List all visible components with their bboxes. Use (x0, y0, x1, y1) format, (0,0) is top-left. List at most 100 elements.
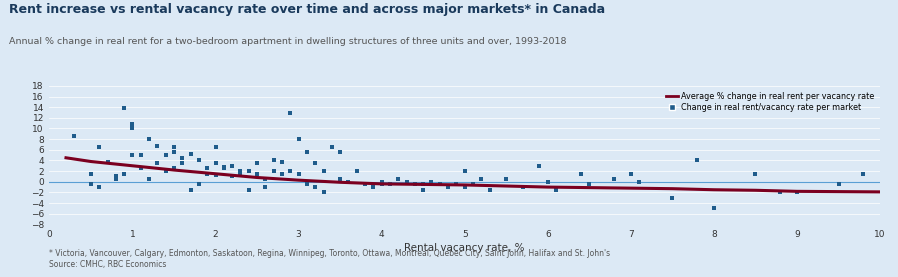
Point (374, 179, 389, 184)
Point (408, 182, 422, 187)
Point (101, 159, 115, 164)
Point (533, 163, 547, 168)
Point (109, 177, 123, 181)
Point (416, 188, 430, 192)
Point (748, 171, 762, 176)
Point (192, 182, 207, 187)
Point (457, 185, 472, 189)
Text: Rent increase vs rental vacancy rate over time and across major markets* in Cana: Rent increase vs rental vacancy rate ove… (9, 3, 605, 16)
Point (457, 169, 472, 173)
X-axis label: Rental vacancy rate, %: Rental vacancy rate, % (404, 243, 525, 253)
Point (167, 150, 181, 155)
Point (67, 134, 82, 139)
Point (259, 185, 273, 189)
Point (308, 185, 322, 189)
Point (449, 182, 463, 187)
Point (341, 179, 356, 184)
Point (308, 161, 322, 165)
Point (316, 190, 330, 195)
Point (283, 110, 297, 115)
Point (333, 177, 348, 181)
Point (192, 158, 207, 163)
Point (433, 182, 447, 187)
Point (200, 171, 215, 176)
Point (425, 179, 439, 184)
Point (267, 158, 281, 163)
Point (541, 179, 555, 184)
Point (267, 169, 281, 173)
Point (291, 137, 305, 141)
Point (349, 169, 364, 173)
Point (150, 161, 164, 165)
Point (392, 177, 406, 181)
Point (316, 169, 330, 173)
Point (126, 122, 140, 126)
Text: Annual % change in real rent for a two-bedroom apartment in dwelling structures : Annual % change in real rent for a two-b… (9, 37, 567, 46)
Point (158, 153, 172, 157)
Point (142, 137, 156, 141)
Point (474, 177, 489, 181)
Point (275, 171, 289, 176)
Point (183, 188, 198, 192)
Point (216, 166, 231, 171)
Point (857, 171, 871, 176)
Point (582, 182, 596, 187)
Point (366, 185, 381, 189)
Point (400, 179, 414, 184)
Point (92, 145, 107, 149)
Point (374, 182, 389, 187)
Point (250, 171, 264, 176)
Point (183, 152, 198, 156)
Point (275, 159, 289, 164)
Point (259, 177, 273, 181)
Point (574, 171, 588, 176)
Point (208, 173, 223, 178)
Point (167, 145, 181, 149)
Point (300, 182, 314, 187)
Point (224, 163, 239, 168)
Point (291, 171, 305, 176)
Point (242, 169, 256, 173)
Point (482, 188, 497, 192)
Point (200, 166, 215, 171)
Point (441, 185, 455, 189)
Point (233, 169, 248, 173)
Point (707, 206, 721, 211)
Point (383, 182, 397, 187)
Point (109, 174, 123, 179)
Point (117, 171, 131, 176)
Point (126, 126, 140, 131)
Point (515, 185, 530, 189)
Point (150, 143, 164, 148)
Point (167, 166, 181, 171)
Point (233, 171, 248, 176)
Point (623, 171, 638, 176)
Text: * Victoria, Vancouver, Calgary, Edmonton, Saskatoon, Regina, Winnipeg, Toronto, : * Victoria, Vancouver, Calgary, Edmonton… (49, 249, 611, 269)
Point (549, 188, 563, 192)
Point (665, 196, 680, 200)
Point (242, 188, 256, 192)
Point (773, 190, 788, 195)
Point (333, 150, 348, 155)
Point (416, 182, 430, 187)
Point (92, 185, 107, 189)
Point (632, 179, 647, 184)
Point (84, 171, 98, 176)
Point (134, 166, 148, 171)
Point (466, 182, 480, 187)
Point (126, 153, 140, 157)
Point (607, 177, 621, 181)
Point (283, 169, 297, 173)
Point (134, 153, 148, 157)
Point (208, 145, 223, 149)
Point (84, 182, 98, 187)
Point (142, 177, 156, 181)
Point (690, 158, 704, 163)
Point (208, 161, 223, 165)
Point (224, 174, 239, 179)
Point (250, 161, 264, 165)
Point (216, 165, 231, 169)
Point (499, 177, 514, 181)
Point (117, 106, 131, 111)
Point (175, 161, 189, 165)
